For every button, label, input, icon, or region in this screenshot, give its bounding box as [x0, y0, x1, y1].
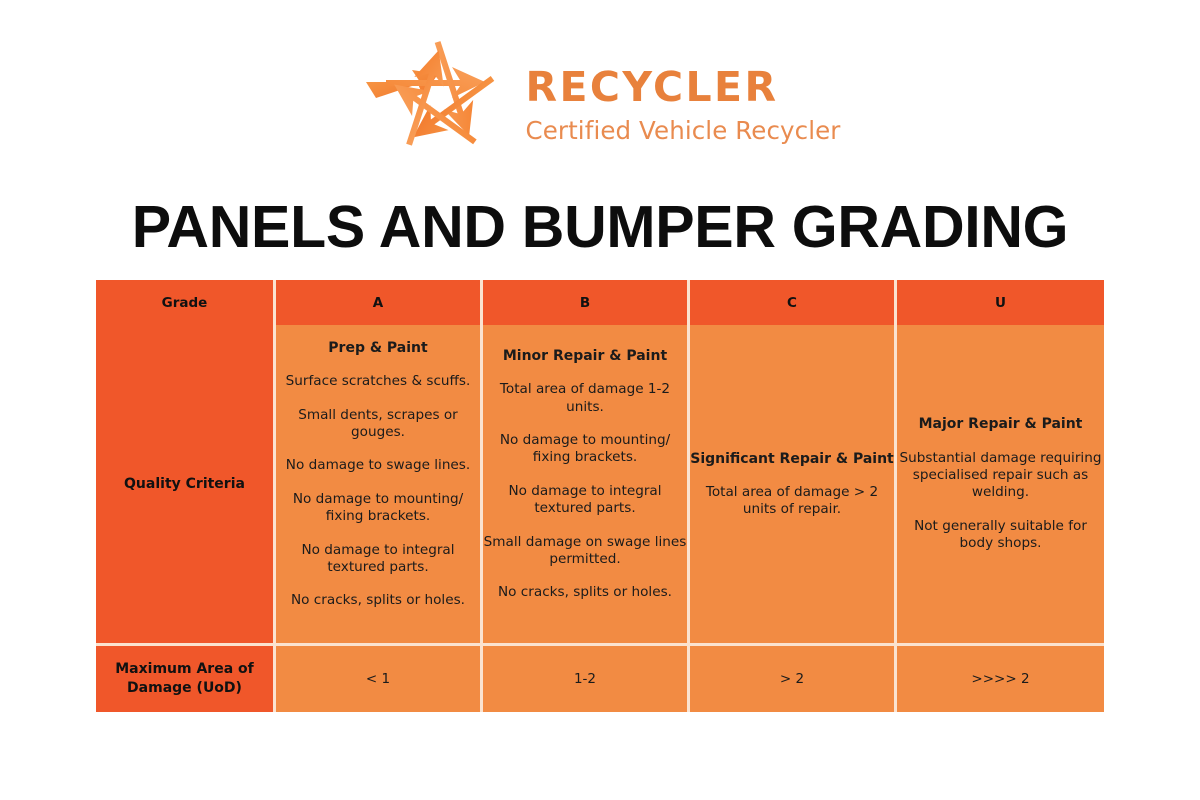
cell-max-area-a: < 1	[276, 646, 483, 712]
cell-lead: Minor Repair & Paint	[502, 348, 668, 364]
cell-max-area-c: > 2	[690, 646, 897, 712]
table-header-row: Grade A B C U	[96, 280, 1104, 325]
cell-max-area-u: >>>> 2	[897, 646, 1104, 712]
cell-quality-b: Minor Repair & Paint Total area of damag…	[483, 325, 690, 646]
cell-line: Not generally suitable for body shops.	[914, 517, 1087, 552]
table-row: Quality Criteria Prep & Paint Surface sc…	[96, 325, 1104, 646]
cell-line: No damage to mounting/ fixing brackets.	[292, 490, 464, 525]
cell-line: No damage to integral textured parts.	[508, 482, 662, 517]
header-grade-u: U	[897, 280, 1104, 325]
header-grade-a: A	[276, 280, 483, 325]
logo-subtitle: Certified Vehicle Recycler	[525, 115, 841, 145]
cell-line: Total area of damage > 2 units of repair…	[705, 483, 879, 518]
grading-table: Grade A B C U Quality Criteria Prep & Pa…	[96, 280, 1104, 712]
cell-line: No damage to integral textured parts.	[301, 541, 455, 575]
cell-lead: Prep & Paint	[328, 340, 428, 356]
brand-logo: RECYCLER Certified Vehicle Recycler	[0, 26, 1200, 176]
recycling-star-icon	[365, 41, 494, 146]
row-label-maximum-area-of-damage: Maximum Area of Damage (UoD)	[96, 646, 276, 712]
cell-max-area-b: 1-2	[483, 646, 690, 712]
header-grade: Grade	[96, 280, 276, 325]
cell-line: Small dents, scrapes or gouges.	[298, 406, 458, 440]
cell-line: Total area of damage 1-2 units.	[499, 381, 671, 415]
logo-wordmark: RECYCLER Certified Vehicle Recycler	[525, 62, 841, 145]
cell-line: No cracks, splits or holes.	[291, 592, 465, 609]
cell-lead: Significant Repair & Paint	[690, 450, 894, 467]
cell-line: No damage to mounting/ fixing brackets.	[499, 431, 671, 466]
cell-lead: Major Repair & Paint	[918, 416, 1083, 433]
header-grade-c: C	[690, 280, 897, 325]
logo-title: RECYCLER	[525, 62, 779, 111]
header-grade-b: B	[483, 280, 690, 325]
cell-line: No damage to swage lines.	[285, 457, 471, 474]
cell-line: Substantial damage requiring specialised…	[899, 449, 1102, 501]
page-title: PANELS AND BUMPER GRADING	[131, 194, 1069, 260]
cell-line: No cracks, splits or holes.	[498, 584, 672, 601]
table-row: Maximum Area of Damage (UoD) < 1 1-2 > 2…	[96, 646, 1104, 712]
cell-quality-u: Major Repair & Paint Substantial damage …	[897, 325, 1104, 646]
cell-line: Surface scratches & scuffs.	[285, 373, 471, 390]
cell-quality-a: Prep & Paint Surface scratches & scuffs.…	[276, 325, 483, 646]
cell-quality-c: Significant Repair & Paint Total area of…	[690, 325, 897, 646]
row-label-quality-criteria: Quality Criteria	[96, 325, 276, 646]
cell-line: Small damage on swage lines permitted.	[483, 533, 687, 567]
